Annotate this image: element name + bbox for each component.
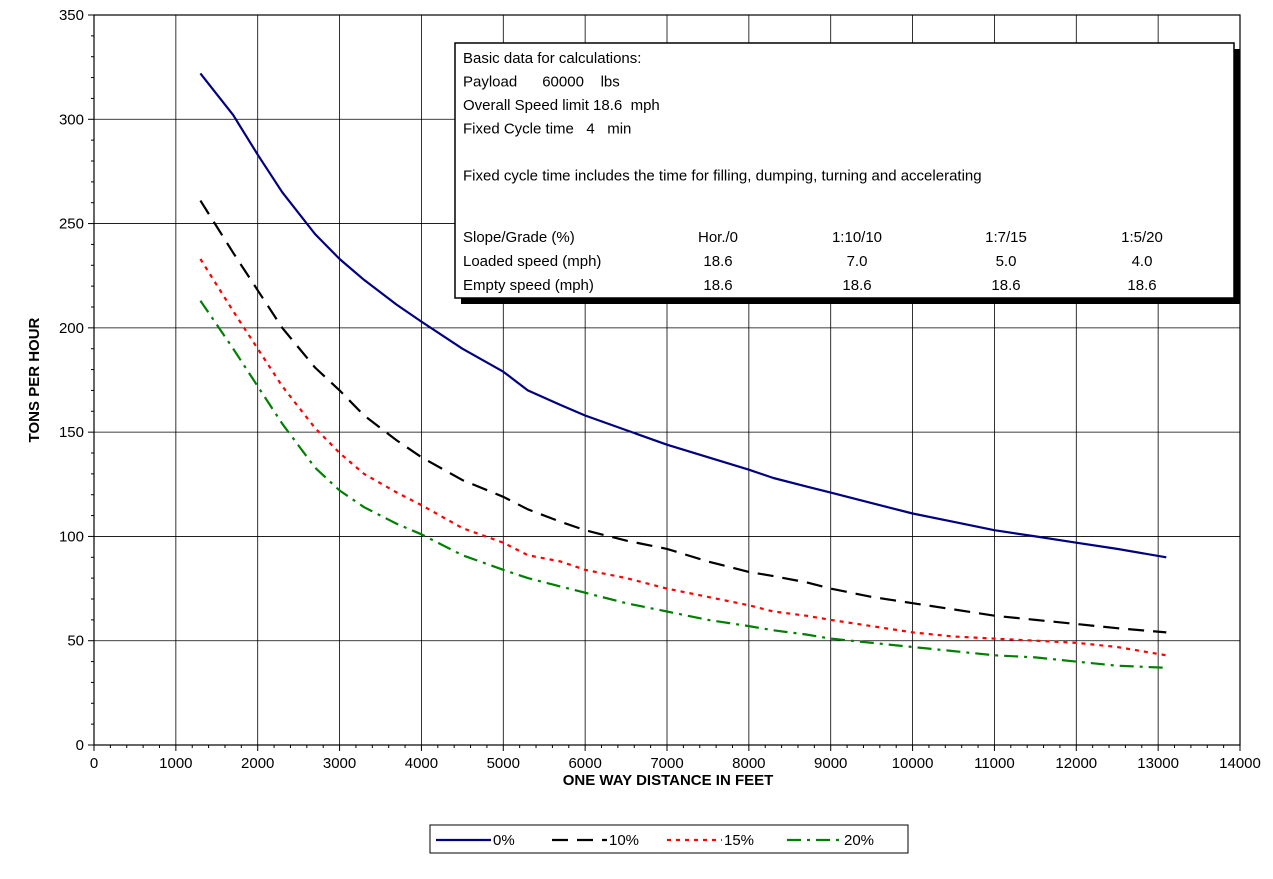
tick-labels: 0 1000 2000 3000 4000 5000 6000 7000 8000 9000 100…	[59, 7, 1261, 772]
legend-label-4: 20%	[844, 832, 874, 849]
info-line: Overall Speed limit 18.6 mph	[463, 97, 660, 114]
y-tick-label: 250	[59, 216, 84, 233]
info-box-frame	[454, 42, 1235, 299]
info-table-cell: 1:7/15	[985, 229, 1027, 246]
x-tick-label: 4000	[405, 755, 438, 772]
x-tick-label: 10000	[892, 755, 934, 772]
legend: 0% 10% 15% 20%	[429, 824, 909, 854]
y-tick-label: 50	[67, 633, 84, 650]
x-tick-label: 1000	[159, 755, 192, 772]
x-tick-label: 5000	[487, 755, 520, 772]
info-line: Payload 60000 lbs	[463, 74, 620, 91]
axes	[88, 14, 1241, 751]
info-line: Fixed Cycle time 4 min	[463, 121, 631, 138]
x-tick-label: 12000	[1055, 755, 1097, 772]
series-line-4	[199, 300, 1167, 669]
series-line-3	[199, 258, 1167, 657]
info-table-cell: Hor./0	[698, 229, 738, 246]
x-tick-label: 9000	[814, 755, 847, 772]
y-tick-label: 150	[59, 424, 84, 441]
info-table-cell: 18.6	[1127, 277, 1156, 294]
series-group	[199, 72, 1167, 669]
info-table-cell: 1:10/10	[832, 229, 882, 246]
legend-label-3: 15%	[724, 832, 754, 849]
x-tick-label: 11000	[974, 755, 1015, 772]
y-tick-label: 100	[59, 528, 84, 545]
info-line: Fixed cycle time includes the time for f…	[463, 168, 982, 185]
info-table-cell: Loaded speed (mph)	[463, 253, 601, 270]
y-tick-label: 300	[59, 111, 84, 128]
legend-label-1: 0%	[493, 832, 515, 849]
x-tick-label: 6000	[568, 755, 601, 772]
info-table-cell: 5.0	[996, 253, 1017, 270]
info-table-cell: 18.6	[991, 277, 1020, 294]
info-line: Basic data for calculations:	[463, 50, 641, 67]
info-table-cell: 18.6	[703, 253, 732, 270]
info-table-cell: 18.6	[842, 277, 871, 294]
y-tick-label: 200	[59, 320, 84, 337]
info-box: Basic data for calculations: Payload 6000…	[454, 42, 1240, 304]
x-tick-label: 7000	[650, 755, 683, 772]
info-table-cell: Slope/Grade (%)	[463, 229, 575, 246]
series-line-2	[199, 200, 1167, 634]
info-table-cell: 7.0	[847, 253, 868, 270]
x-tick-label: 8000	[732, 755, 765, 772]
info-table-cell: Empty speed (mph)	[463, 277, 594, 294]
x-tick-label: 0	[90, 755, 98, 772]
legend-label-2: 10%	[609, 832, 639, 849]
info-table-cell: 4.0	[1132, 253, 1153, 270]
x-tick-label: 13000	[1137, 755, 1179, 772]
series-line-1	[199, 72, 1167, 559]
y-tick-label: 0	[76, 737, 84, 754]
info-table-cell: 18.6	[703, 277, 732, 294]
x-tick-label: 2000	[241, 755, 274, 772]
y-axis-title: TONS PER HOUR	[26, 317, 43, 442]
info-table-cell: 1:5/20	[1121, 229, 1163, 246]
x-tick-label: 3000	[323, 755, 356, 772]
y-tick-label: 350	[59, 7, 84, 24]
x-tick-label: 14000	[1219, 755, 1261, 772]
x-axis-title: ONE WAY DISTANCE IN FEET	[563, 772, 774, 789]
